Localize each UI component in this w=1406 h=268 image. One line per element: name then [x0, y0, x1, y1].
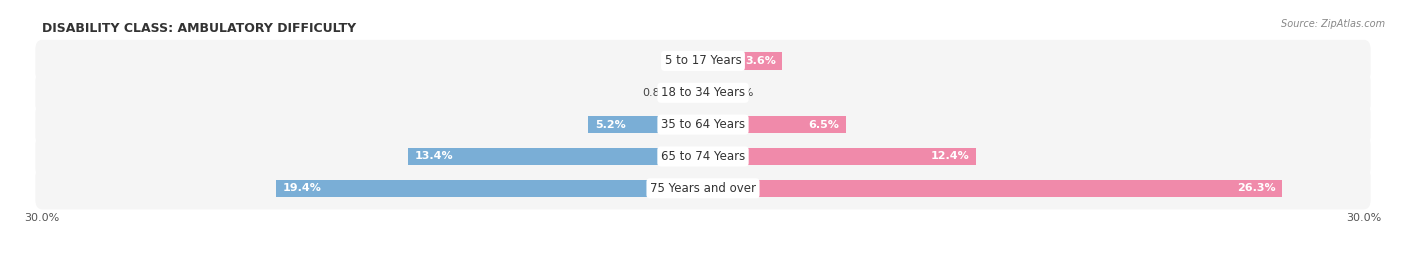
- Bar: [703, 180, 1282, 197]
- FancyBboxPatch shape: [35, 103, 1371, 146]
- Bar: [703, 148, 976, 165]
- Text: 0.37%: 0.37%: [717, 88, 754, 98]
- FancyBboxPatch shape: [35, 40, 1371, 82]
- Bar: [276, 180, 703, 197]
- Text: 5.2%: 5.2%: [595, 120, 626, 130]
- Text: 75 Years and over: 75 Years and over: [650, 182, 756, 195]
- Text: 0.85%: 0.85%: [643, 88, 678, 98]
- Text: 12.4%: 12.4%: [931, 151, 970, 162]
- FancyBboxPatch shape: [35, 167, 1371, 209]
- Text: 26.3%: 26.3%: [1237, 183, 1275, 193]
- Text: 19.4%: 19.4%: [283, 183, 321, 193]
- Text: DISABILITY CLASS: AMBULATORY DIFFICULTY: DISABILITY CLASS: AMBULATORY DIFFICULTY: [42, 22, 356, 35]
- Text: 65 to 74 Years: 65 to 74 Years: [661, 150, 745, 163]
- Bar: [408, 148, 703, 165]
- Bar: [703, 116, 846, 133]
- FancyBboxPatch shape: [35, 135, 1371, 178]
- Text: 35 to 64 Years: 35 to 64 Years: [661, 118, 745, 131]
- FancyBboxPatch shape: [35, 72, 1371, 114]
- Bar: [703, 52, 782, 70]
- Bar: [589, 116, 703, 133]
- Text: 3.6%: 3.6%: [745, 56, 776, 66]
- Text: 13.4%: 13.4%: [415, 151, 453, 162]
- Text: 5 to 17 Years: 5 to 17 Years: [665, 54, 741, 68]
- Text: 0.0%: 0.0%: [668, 56, 696, 66]
- Text: 6.5%: 6.5%: [808, 120, 839, 130]
- Text: Source: ZipAtlas.com: Source: ZipAtlas.com: [1281, 19, 1385, 29]
- Bar: [703, 84, 711, 102]
- Text: 18 to 34 Years: 18 to 34 Years: [661, 86, 745, 99]
- Bar: [685, 84, 703, 102]
